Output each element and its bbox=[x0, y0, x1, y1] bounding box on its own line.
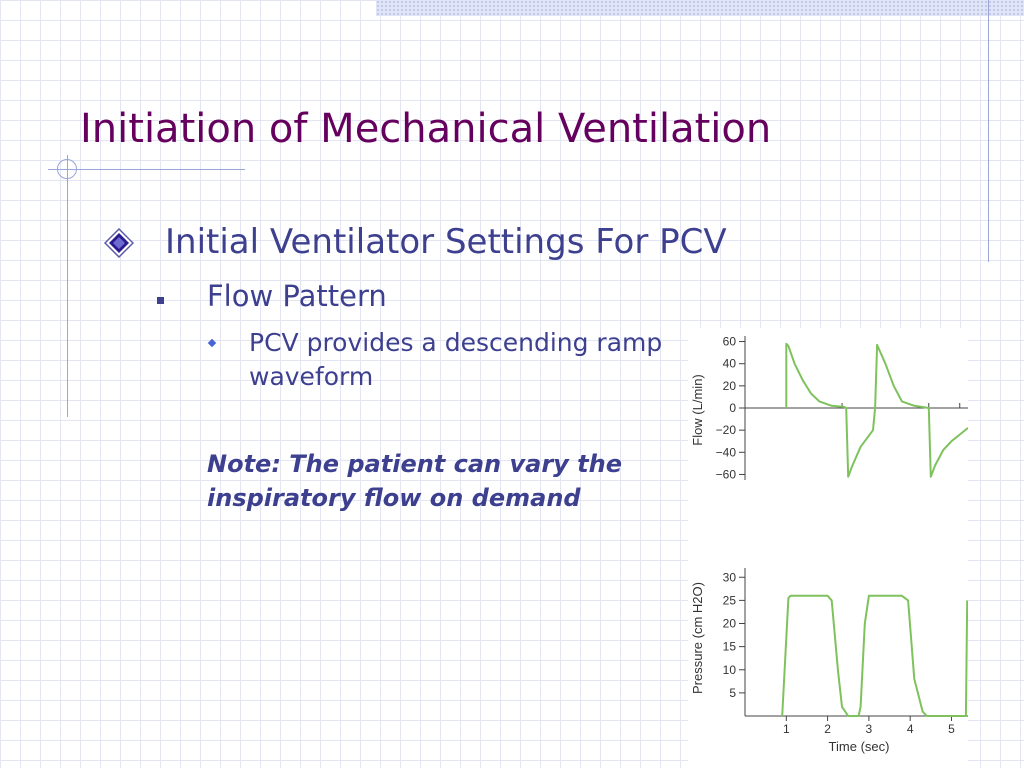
pressure-y-tick-label: 30 bbox=[723, 570, 737, 584]
flow-y-axis-label: Flow (L/min) bbox=[690, 374, 705, 446]
flow-y-tick-label: −60 bbox=[716, 467, 737, 481]
decorative-horizontal-line bbox=[48, 169, 245, 170]
pressure-axes: 5 10 15 20 25 30 1 2 3 4 5 bbox=[723, 568, 968, 736]
flow-y-tick-label: −20 bbox=[716, 423, 737, 437]
flow-chart: Flow (L/min) 60 40 20 0 −20 −40 −60 bbox=[690, 335, 968, 481]
flow-y-tick-label: 40 bbox=[723, 357, 737, 371]
flow-y-tick-label: −40 bbox=[716, 445, 737, 459]
bullet-level1-text: Initial Ventilator Settings For PCV bbox=[165, 222, 727, 262]
pressure-y-tick-label: 15 bbox=[723, 640, 737, 654]
pressure-y-tick-label: 25 bbox=[723, 593, 737, 607]
square-bullet-icon bbox=[157, 297, 164, 304]
pressure-x-axis-label: Time (sec) bbox=[829, 739, 890, 754]
waveform-charts-svg: Flow (L/min) 60 40 20 0 −20 −40 −60 Pressure (… bbox=[690, 335, 968, 754]
waveform-figure: Flow (L/min) 60 40 20 0 −20 −40 −60 Pressure (… bbox=[688, 328, 968, 768]
diamond-bullet-icon bbox=[103, 227, 135, 259]
bullet-level2-text: Flow Pattern bbox=[207, 279, 387, 313]
pressure-x-tick-label: 2 bbox=[824, 722, 831, 736]
flow-y-tick-label: 20 bbox=[723, 379, 737, 393]
pressure-chart: Pressure (cm H2O) 5 10 15 20 25 30 1 2 3 4 5 Time … bbox=[690, 568, 968, 754]
pressure-y-tick-label: 5 bbox=[729, 686, 736, 700]
pressure-x-tick-label: 5 bbox=[948, 722, 955, 736]
pressure-y-axis-label: Pressure (cm H2O) bbox=[690, 582, 705, 694]
flow-axes: 60 40 20 0 −20 −40 −60 bbox=[716, 335, 968, 481]
small-diamond-bullet-icon bbox=[207, 338, 217, 348]
note-text: Note: The patient can vary the inspirato… bbox=[207, 450, 623, 512]
pressure-x-tick-label: 1 bbox=[783, 722, 790, 736]
crosshair-circle-icon bbox=[57, 159, 77, 179]
pressure-y-tick-label: 10 bbox=[723, 663, 737, 677]
slide-title: Initiation of Mechanical Ventilation bbox=[80, 106, 772, 152]
decorative-vertical-line-right bbox=[988, 0, 989, 262]
decorative-vertical-line-left bbox=[67, 155, 68, 417]
bullet-level3-text: PCV provides a descending ramp waveform bbox=[249, 328, 663, 391]
top-decorative-band bbox=[376, 0, 1024, 16]
flow-y-tick-label: 0 bbox=[729, 401, 736, 415]
pressure-x-tick-label: 3 bbox=[866, 722, 873, 736]
pressure-y-tick-label: 20 bbox=[723, 617, 737, 631]
pressure-waveform-line bbox=[781, 594, 968, 717]
pressure-x-tick-label: 4 bbox=[907, 722, 914, 736]
flow-waveform-line bbox=[785, 342, 968, 478]
flow-y-tick-label: 60 bbox=[723, 335, 737, 349]
